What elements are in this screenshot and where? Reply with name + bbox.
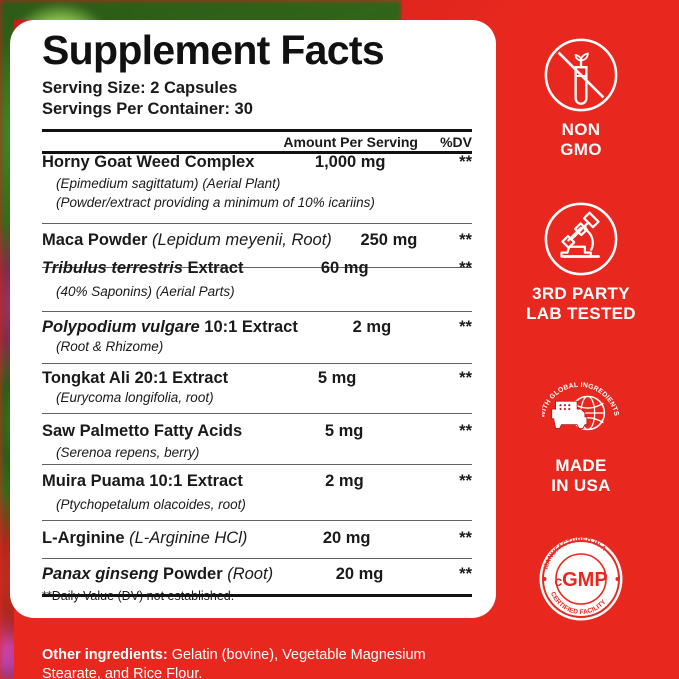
svg-text:cGMP: cGMP xyxy=(554,569,607,591)
